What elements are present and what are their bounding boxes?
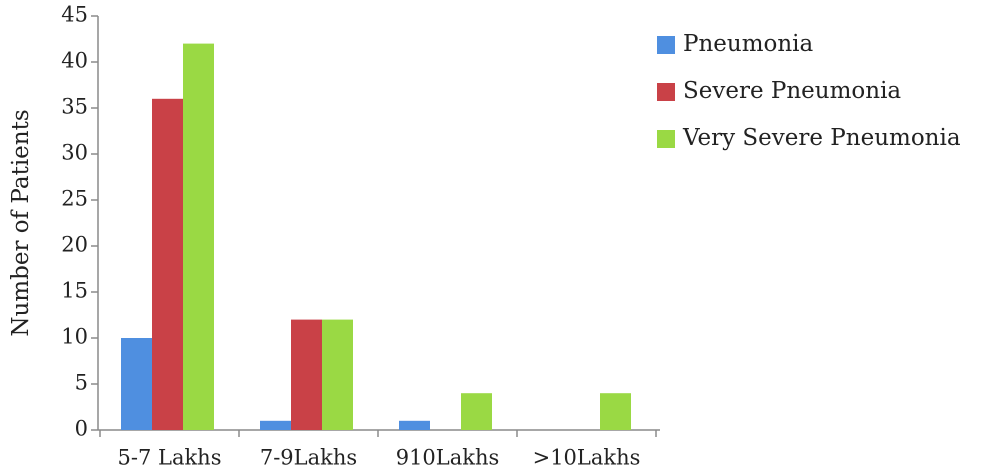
bar-pneumonia [260,420,291,430]
bar-very-severe-pneumonia [322,319,353,430]
legend: Pneumonia Severe Pneumonia Very Severe Pne… [657,31,961,151]
legend-swatch [657,83,675,101]
x-tick-label: >10Lakhs [533,446,641,470]
y-tick-label: 35 [61,95,88,119]
legend-swatch [657,130,675,148]
y-tick-label: 40 [61,49,88,73]
y-tick-label: 10 [61,325,88,349]
y-tick-label: 45 [61,3,88,27]
legend-label: Very Severe Pneumonia [682,125,961,151]
y-tick-label: 15 [61,279,88,303]
y-axis-ticks: 0 5 10 15 20 25 30 35 40 45 [61,3,98,441]
bar-severe-pneumonia [152,98,183,431]
bar-very-severe-pneumonia [600,393,631,430]
bar-pneumonia [399,420,430,430]
bar-pneumonia [121,338,152,430]
legend-label: Pneumonia [683,31,814,57]
legend-swatch [657,36,675,54]
y-tick-label: 25 [61,187,88,211]
y-axis-title: Number of Patients [8,109,34,336]
y-tick-label: 5 [75,371,88,395]
x-tick-label: 5-7 Lakhs [118,446,222,470]
legend-label: Severe Pneumonia [683,78,901,104]
y-tick-label: 20 [61,233,88,257]
y-tick-label: 0 [75,417,88,441]
y-tick-label: 30 [61,141,88,165]
x-tick-label: 7-9Lakhs [260,446,357,470]
x-tick-label: 910Lakhs [396,446,500,470]
bars [121,43,631,431]
bar-very-severe-pneumonia [183,43,214,430]
bar-severe-pneumonia [291,319,322,430]
x-axis-ticks: 5-7 Lakhs 7-9Lakhs 910Lakhs >10Lakhs [99,430,657,470]
bar-very-severe-pneumonia [461,393,492,430]
